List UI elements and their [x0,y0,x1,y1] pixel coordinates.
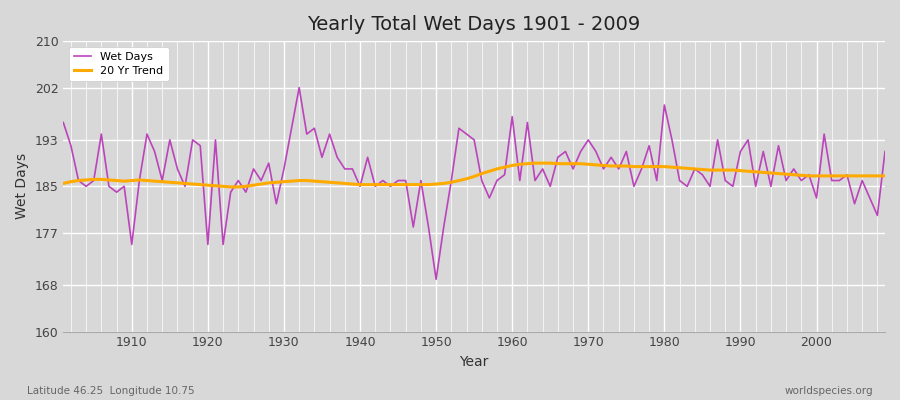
Wet Days [522,120,533,125]
20 Yr Trend [225,184,236,189]
20 Yr Trend [529,161,540,166]
Wet Days [879,149,890,154]
Legend: Wet Days, 20 Yr Trend: Wet Days, 20 Yr Trend [68,47,168,81]
20 Yr Trend [119,179,130,184]
Text: worldspecies.org: worldspecies.org [785,386,873,396]
Wet Days [286,126,297,131]
20 Yr Trend [515,162,526,167]
20 Yr Trend [339,181,350,186]
Y-axis label: Wet Days: Wet Days [15,153,29,220]
Line: Wet Days: Wet Days [63,88,885,279]
Wet Days [613,166,624,171]
Wet Days [431,277,442,282]
Text: Latitude 46.25  Longitude 10.75: Latitude 46.25 Longitude 10.75 [27,386,194,396]
20 Yr Trend [879,174,890,178]
Wet Days [119,184,130,189]
20 Yr Trend [293,178,304,183]
20 Yr Trend [58,181,68,186]
Wet Days [293,85,304,90]
Title: Yearly Total Wet Days 1901 - 2009: Yearly Total Wet Days 1901 - 2009 [308,15,641,34]
20 Yr Trend [507,163,517,168]
Line: 20 Yr Trend: 20 Yr Trend [63,163,885,187]
X-axis label: Year: Year [460,355,489,369]
Wet Days [339,166,350,171]
Wet Days [515,178,526,183]
Wet Days [58,120,68,125]
20 Yr Trend [613,164,624,168]
